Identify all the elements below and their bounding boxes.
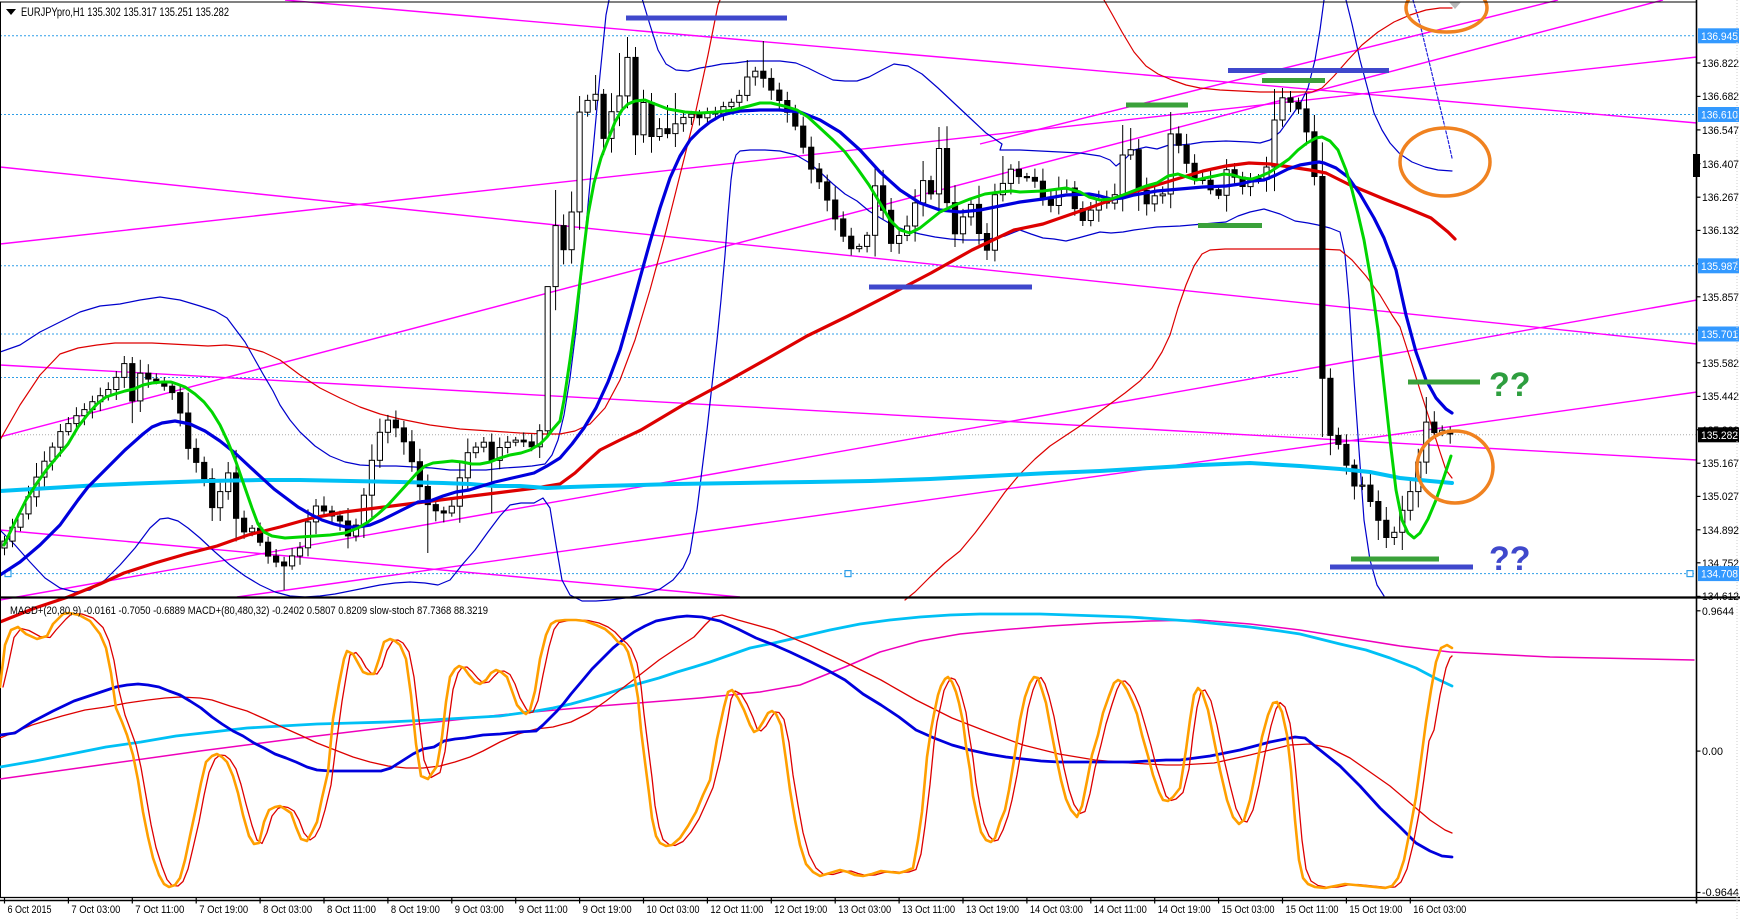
svg-text:135.582: 135.582	[1702, 358, 1739, 370]
svg-text:135.857: 135.857	[1702, 292, 1739, 304]
svg-text:16 Oct 03:00: 16 Oct 03:00	[1413, 904, 1466, 916]
svg-text:-0.9644: -0.9644	[1702, 887, 1739, 899]
svg-text:135.027: 135.027	[1702, 491, 1739, 503]
svg-text:8 Oct 03:00: 8 Oct 03:00	[263, 904, 312, 916]
svg-text:135.282: 135.282	[1701, 430, 1738, 442]
svg-text:0.9644: 0.9644	[1702, 606, 1734, 618]
svg-text:8 Oct 11:00: 8 Oct 11:00	[327, 904, 376, 916]
svg-text:136.682: 136.682	[1702, 91, 1739, 103]
svg-text:12 Oct 19:00: 12 Oct 19:00	[774, 904, 827, 916]
svg-text:MACD+(20,80,9) -0.0161 -0.7050: MACD+(20,80,9) -0.0161 -0.7050 -0.6889 M…	[10, 605, 488, 617]
svg-text:136.610: 136.610	[1701, 110, 1738, 122]
svg-text:??: ??	[1489, 540, 1531, 578]
svg-text:6 Oct 2015: 6 Oct 2015	[8, 904, 52, 916]
svg-text:14 Oct 03:00: 14 Oct 03:00	[1030, 904, 1083, 916]
svg-text:15 Oct 19:00: 15 Oct 19:00	[1349, 904, 1402, 916]
svg-text:135.167: 135.167	[1702, 458, 1739, 470]
svg-text:15 Oct 03:00: 15 Oct 03:00	[1222, 904, 1275, 916]
svg-text:136.132: 136.132	[1702, 225, 1739, 237]
svg-text:EURJPYpro,H1 135.302 135.317: EURJPYpro,H1 135.302 135.317 135.251 135…	[21, 5, 229, 19]
svg-text:136.407: 136.407	[1702, 159, 1739, 171]
svg-text:136.547: 136.547	[1702, 125, 1739, 137]
svg-text:135.987: 135.987	[1701, 261, 1738, 273]
svg-text:12 Oct 11:00: 12 Oct 11:00	[710, 904, 763, 916]
svg-text:0.00: 0.00	[1702, 746, 1723, 758]
svg-text:13 Oct 19:00: 13 Oct 19:00	[966, 904, 1019, 916]
svg-text:7 Oct 03:00: 7 Oct 03:00	[71, 904, 120, 916]
svg-text:135.442: 135.442	[1702, 391, 1739, 403]
svg-text:9 Oct 03:00: 9 Oct 03:00	[455, 904, 504, 916]
svg-text:134.892: 134.892	[1702, 525, 1739, 537]
svg-text:14 Oct 11:00: 14 Oct 11:00	[1094, 904, 1147, 916]
svg-text:136.267: 136.267	[1702, 192, 1739, 204]
svg-text:14 Oct 19:00: 14 Oct 19:00	[1158, 904, 1211, 916]
svg-text:134.708: 134.708	[1701, 569, 1738, 581]
svg-text:8 Oct 19:00: 8 Oct 19:00	[391, 904, 440, 916]
svg-text:9 Oct 11:00: 9 Oct 11:00	[519, 904, 568, 916]
svg-text:10 Oct 03:00: 10 Oct 03:00	[647, 904, 700, 916]
svg-text:9 Oct 19:00: 9 Oct 19:00	[583, 904, 632, 916]
svg-text:136.822: 136.822	[1702, 58, 1739, 70]
svg-text:7 Oct 19:00: 7 Oct 19:00	[199, 904, 248, 916]
svg-text:15 Oct 11:00: 15 Oct 11:00	[1286, 904, 1339, 916]
svg-text:13 Oct 11:00: 13 Oct 11:00	[902, 904, 955, 916]
svg-text:7 Oct 11:00: 7 Oct 11:00	[135, 904, 184, 916]
svg-text:134.612: 134.612	[1702, 591, 1739, 603]
svg-text:135.701: 135.701	[1701, 329, 1738, 341]
svg-text:136.945: 136.945	[1701, 31, 1738, 43]
svg-text:13 Oct 03:00: 13 Oct 03:00	[838, 904, 891, 916]
svg-text:??: ??	[1489, 366, 1531, 404]
